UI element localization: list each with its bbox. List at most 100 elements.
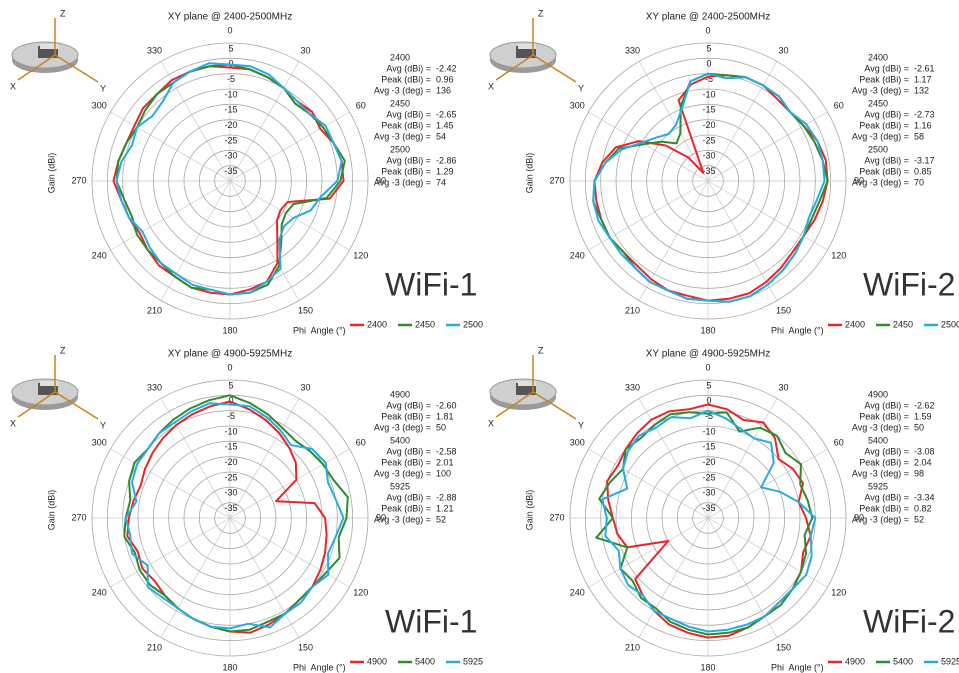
panel-label: WiFi-1 (385, 266, 477, 302)
grid-ring (122, 410, 338, 626)
stats-heading: 2500 (390, 144, 410, 154)
grid-ring (646, 119, 770, 243)
stats-label: Avg -3 (deg) = (374, 468, 431, 478)
grid-ring (152, 103, 308, 259)
r-tick-label: -35 (224, 166, 237, 176)
stats-label: Peak (dBi) = (859, 503, 909, 513)
icon-label: Y (100, 420, 106, 430)
r-tick-label: -5 (227, 411, 235, 421)
legend-label: 2400 (845, 319, 865, 329)
angle-tick-label: 30 (300, 45, 310, 55)
r-axis-label: Gain (dBi) (524, 153, 534, 194)
spoke (110, 517, 231, 588)
stats-label: Avg -3 (deg) = (374, 85, 431, 95)
legend-label: 4900 (367, 656, 387, 666)
angle-tick-label: 300 (92, 437, 107, 447)
grid-ring (152, 440, 308, 596)
spoke (110, 448, 231, 519)
stats-value: -2.42 (436, 63, 457, 73)
icon-axis (54, 391, 99, 420)
grid-ring (137, 88, 323, 274)
angle-tick-label: 90 (376, 175, 386, 185)
angle-tick-label: 90 (854, 175, 864, 185)
stats-label: Avg (dBi) = (386, 109, 431, 119)
stats-value: 0.82 (914, 503, 932, 513)
spoke (160, 398, 231, 519)
legend-label: 5400 (415, 656, 435, 666)
r-tick-label: 0 (706, 396, 711, 406)
grid-ring (615, 425, 801, 611)
stats-value: -2.61 (914, 63, 935, 73)
angle-tick-label: 30 (778, 382, 788, 392)
spoke (588, 517, 709, 588)
angle-tick-label: 210 (147, 642, 162, 652)
stats-heading: 2500 (868, 144, 888, 154)
angle-tick-label: 150 (298, 642, 313, 652)
grid-ring (91, 379, 369, 657)
stats-label: Peak (dBi) = (381, 120, 431, 130)
stats-value: 50 (914, 422, 924, 432)
icon-label: Z (538, 8, 544, 18)
r-tick-label: -35 (224, 503, 237, 513)
angle-tick-label: 180 (222, 662, 237, 672)
stats-heading: 2400 (390, 52, 410, 62)
spoke (638, 61, 709, 182)
stats-value: 132 (914, 85, 929, 95)
angle-tick-label: 300 (570, 100, 585, 110)
stats-heading: 5400 (868, 435, 888, 445)
r-tick-label: -15 (224, 105, 237, 115)
spoke (588, 180, 709, 251)
angle-tick-label: 60 (834, 437, 844, 447)
r-tick-label: 5 (706, 380, 711, 390)
spoke (638, 180, 709, 301)
stats-value: -2.86 (436, 155, 457, 165)
spoke (707, 517, 828, 588)
r-tick-label: -30 (702, 488, 715, 498)
stats-value: 98 (914, 468, 924, 478)
grid-ring (676, 486, 740, 550)
spoke (638, 517, 709, 638)
stats-value: 74 (436, 177, 446, 187)
angle-tick-label: 0 (705, 25, 710, 35)
stats-heading: 2450 (390, 98, 410, 108)
icon-label: Y (100, 83, 106, 93)
stats-label: Avg -3 (deg) = (374, 514, 431, 524)
series-line (123, 394, 349, 633)
r-tick-label: -10 (702, 426, 715, 436)
spoke (160, 180, 231, 301)
stats-label: Avg (dBi) = (864, 492, 909, 502)
r-tick-label: -20 (702, 457, 715, 467)
stats-heading: 5400 (390, 435, 410, 445)
angle-tick-label: 120 (353, 587, 368, 597)
stats-label: Avg -3 (deg) = (852, 468, 909, 478)
stats-label: Peak (dBi) = (859, 166, 909, 176)
r-tick-label: 5 (706, 43, 711, 53)
angle-tick-label: 240 (570, 587, 585, 597)
grid-ring (569, 42, 847, 320)
r-tick-label: -25 (224, 135, 237, 145)
stats-label: Peak (dBi) = (381, 503, 431, 513)
stats-value: -2.62 (914, 400, 935, 410)
stats-label: Avg (dBi) = (864, 446, 909, 456)
legend-label: 4900 (845, 656, 865, 666)
stats-value: -2.65 (436, 109, 457, 119)
icon-label: X (488, 418, 494, 428)
icon-label: X (488, 81, 494, 91)
spoke (229, 517, 300, 638)
stats-label: Avg (dBi) = (386, 155, 431, 165)
legend-label: 2400 (367, 319, 387, 329)
grid-ring (584, 57, 832, 305)
icon-label: X (10, 418, 16, 428)
spoke (229, 180, 350, 251)
series-line (601, 409, 817, 633)
stats-value: -2.60 (436, 400, 457, 410)
r-tick-label: -20 (702, 120, 715, 130)
grid-ring (692, 165, 724, 197)
chart-panel: XY plane @ 2400-2500MHz 0 30 60 90 120 150 180 2… (10, 8, 483, 335)
stats-value: 54 (436, 131, 446, 141)
grid-ring (661, 134, 755, 228)
icon-axis (17, 54, 56, 81)
angle-tick-label: 330 (147, 45, 162, 55)
grid-ring (198, 149, 262, 213)
angle-tick-label: 330 (625, 382, 640, 392)
